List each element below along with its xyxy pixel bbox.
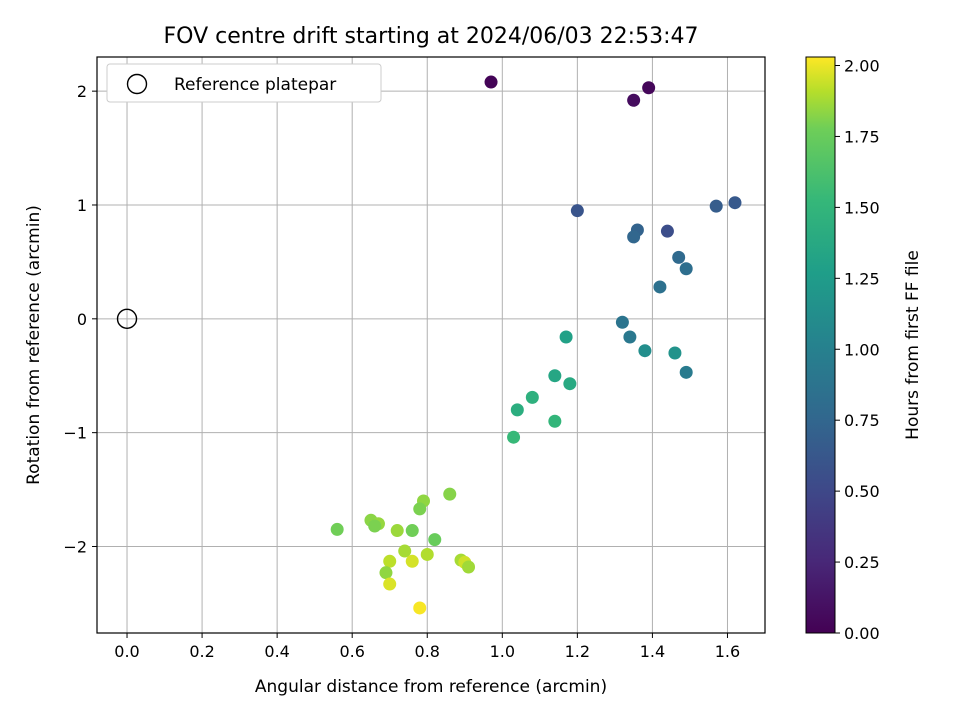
colorbar-ticks: 0.00 0.25 0.50 0.75 1.00 1.25 1.50 1.75 2.00: [835, 57, 880, 643]
scatter-point: [413, 601, 427, 615]
scatter-point: [510, 403, 524, 417]
x-axis-ticks: 0.0 0.2 0.4 0.6 0.8 1.0 1.2 1.4 1.6: [114, 633, 740, 661]
legend-box: [106, 63, 382, 103]
y-tick-label: 0: [77, 310, 87, 329]
x-tick-label: 0.8: [415, 642, 440, 661]
colorbar-tick-label: 1.75: [844, 127, 880, 146]
scatter-point: [709, 199, 723, 213]
colorbar: [805, 56, 836, 634]
colorbar-tick-label: 1.00: [844, 340, 880, 359]
x-axis-title: Angular distance from reference (arcmin): [255, 677, 607, 697]
scatter-point: [653, 280, 667, 294]
x-tick-label: 0.4: [264, 642, 289, 661]
x-tick-label: 0.6: [339, 642, 364, 661]
reference-platepar-marker: [116, 308, 138, 330]
y-tick-label: −2: [63, 537, 87, 556]
scatter-point: [368, 519, 382, 533]
colorbar-tick-label: 0.00: [844, 624, 880, 643]
scatter-point: [413, 502, 427, 516]
y-tick-label: −1: [63, 424, 87, 443]
scatter-point: [420, 547, 434, 561]
scatter-point: [627, 230, 641, 244]
scatter-point: [428, 533, 442, 547]
scatter-point: [443, 487, 457, 501]
x-tick-label: 0.0: [114, 642, 139, 661]
scatter-point: [462, 560, 476, 574]
scatter-point: [679, 365, 693, 379]
legend: Reference platepar: [106, 63, 382, 103]
scatter-point: [379, 566, 393, 580]
x-tick-label: 1.0: [490, 642, 515, 661]
scatter-point: [548, 414, 562, 428]
plot-frame: [96, 56, 766, 634]
scatter-points: [330, 75, 742, 615]
scatter-point: [405, 524, 419, 538]
scatter-point: [672, 250, 686, 264]
scatter-point: [563, 377, 577, 391]
colorbar-tick-label: 0.25: [844, 553, 880, 572]
colorbar-tick-label: 1.25: [844, 269, 880, 288]
scatter-point: [623, 330, 637, 344]
scatter-point: [525, 390, 539, 404]
y-axis-ticks: −2 −1 0 1 2: [63, 82, 97, 556]
x-tick-label: 0.2: [189, 642, 214, 661]
scatter-point: [627, 93, 641, 107]
reference-marker-layer: [116, 308, 138, 330]
legend-entry-reference: Reference platepar: [174, 75, 336, 95]
x-tick-label: 1.6: [715, 642, 740, 661]
scatter-point: [728, 196, 742, 210]
scatter-point: [615, 315, 629, 329]
colorbar-tick-label: 0.50: [844, 482, 880, 501]
y-axis-title: Rotation from reference (arcmin): [24, 205, 44, 485]
scatter-point: [642, 81, 656, 95]
y-tick-label: 2: [77, 82, 87, 101]
legend-reference-marker: [126, 73, 148, 95]
scatter-point: [548, 369, 562, 383]
scatter-point: [570, 204, 584, 218]
scatter-point: [484, 75, 498, 89]
scatter-point: [668, 346, 682, 360]
grid-lines: [97, 57, 765, 633]
scatter-point: [507, 430, 521, 444]
scatter-point: [383, 577, 397, 591]
x-tick-label: 1.2: [565, 642, 590, 661]
scatter-point: [383, 554, 397, 568]
colorbar-label: Hours from first FF file: [903, 250, 923, 440]
colorbar-tick-label: 2.00: [844, 57, 880, 76]
scatter-point: [390, 524, 404, 538]
scatter-point: [330, 522, 344, 536]
scatter-point: [398, 544, 412, 558]
scatter-point: [638, 344, 652, 358]
scatter-point: [679, 262, 693, 276]
colorbar-tick-label: 0.75: [844, 411, 880, 430]
scatter-point: [405, 554, 419, 568]
y-tick-label: 1: [77, 196, 87, 215]
scatter-point: [660, 224, 674, 238]
chart-title: FOV centre drift starting at 2024/06/03 …: [164, 24, 699, 49]
colorbar-tick-label: 1.50: [844, 198, 880, 217]
scatter-point: [559, 330, 573, 344]
x-tick-label: 1.4: [640, 642, 665, 661]
